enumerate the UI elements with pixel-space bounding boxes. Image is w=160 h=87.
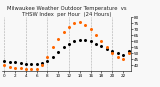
- Title: Milwaukee Weather Outdoor Temperature  vs THSW Index  per Hour  (24 Hours): Milwaukee Weather Outdoor Temperature vs…: [7, 6, 126, 17]
